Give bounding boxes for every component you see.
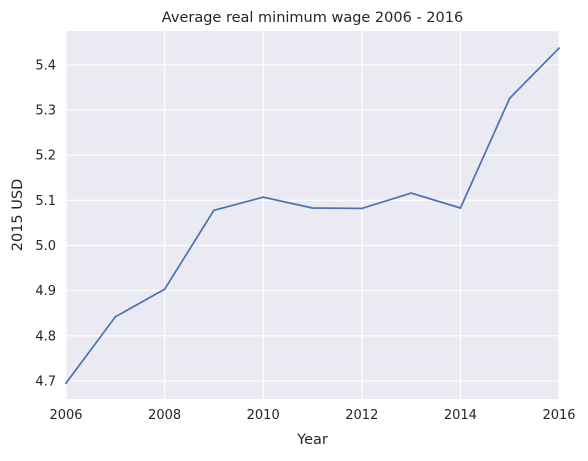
data-point <box>311 207 314 209</box>
x-tick-label: 2010 <box>247 408 280 423</box>
data-point <box>65 382 67 385</box>
data-point <box>558 47 560 50</box>
data-point <box>163 288 166 291</box>
plot-background <box>66 31 559 399</box>
y-tick-label: 5.0 <box>35 239 56 254</box>
data-point <box>508 97 511 100</box>
x-tick-label: 2014 <box>444 408 477 423</box>
x-tick-label: 2008 <box>148 408 181 423</box>
data-point <box>459 207 462 209</box>
x-tick-label: 2012 <box>345 408 378 423</box>
y-tick-label: 5.4 <box>35 58 56 73</box>
data-point <box>262 196 265 199</box>
y-tick-label: 4.8 <box>35 329 56 344</box>
y-tick-label: 5.3 <box>35 104 56 119</box>
data-point <box>410 192 412 195</box>
y-tick-label: 4.9 <box>35 284 56 299</box>
x-tick-label: 2016 <box>542 408 575 423</box>
data-point <box>213 209 215 212</box>
y-tick-labels: 4.7 4.8 4.9 5.0 5.1 5.2 5.3 5.4 <box>35 58 56 389</box>
chart-title: Average real minimum wage 2006 - 2016 <box>162 10 463 26</box>
x-axis-label: Year <box>296 432 328 448</box>
series-lines <box>65 47 560 385</box>
data-point <box>360 207 363 210</box>
y-tick-label: 4.7 <box>35 374 56 389</box>
grid-lines <box>65 31 560 399</box>
y-axis-label: 2015 USD <box>10 179 26 252</box>
y-tick-label: 5.2 <box>35 149 56 164</box>
x-tick-labels: 2006 2008 2010 2012 2014 2016 <box>49 408 575 423</box>
data-point <box>114 315 117 318</box>
x-tick-label: 2006 <box>49 408 82 423</box>
y-tick-label: 5.1 <box>35 194 56 209</box>
